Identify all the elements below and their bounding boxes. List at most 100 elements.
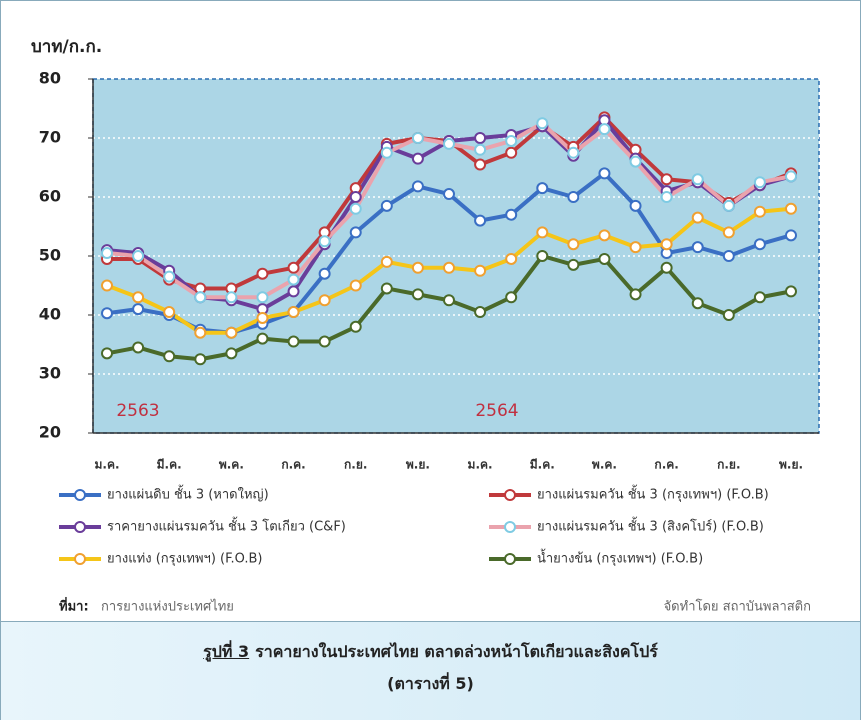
point [194, 326, 207, 339]
point [256, 311, 269, 324]
point [753, 238, 766, 251]
point [318, 294, 331, 307]
point [785, 170, 797, 183]
point [474, 264, 487, 277]
y-tick-label: 80 [39, 69, 61, 88]
point [474, 132, 487, 144]
point [443, 294, 455, 307]
point [287, 335, 300, 348]
legend-label: ยางแผ่นรมควัน ชั้น 3 (สิงคโปร์) (F.O.B) [537, 517, 764, 535]
point [163, 270, 176, 283]
y-axis-label: บาท/ก.ก. [31, 37, 102, 57]
point [380, 282, 393, 295]
point [660, 238, 673, 251]
x-tick-label: พ.ย. [406, 458, 430, 472]
point [101, 307, 113, 320]
y-tick-label: 60 [39, 187, 61, 206]
point [411, 180, 424, 193]
point [256, 291, 269, 304]
legend-label: ยางแท่ง (กรุงเทพฯ) (F.O.B) [107, 552, 262, 567]
legend-marker [74, 553, 86, 565]
credit: จัดทำโดย สถาบันพลาสติก [664, 599, 811, 615]
legend-marker [74, 521, 86, 533]
point [411, 132, 424, 144]
point [629, 199, 642, 212]
point [349, 226, 362, 239]
x-tick-label: พ.ย. [779, 458, 803, 472]
chart: บาท/ก.ก. ที่มา: การยางแห่งประเทศไทย จัดท… [31, 37, 820, 615]
point [598, 229, 611, 242]
legend-label: ยางแผ่นดิบ ชั้น 3 (หาดใหญ่) [107, 485, 269, 503]
x-tick-label: ม.ค. [94, 458, 119, 472]
point [101, 347, 113, 360]
point [536, 117, 549, 130]
point [598, 252, 611, 265]
point [598, 123, 611, 136]
point [785, 285, 797, 298]
point [567, 146, 580, 159]
point [380, 146, 393, 159]
point [505, 208, 518, 221]
x-tick-label: ก.ย. [344, 458, 367, 472]
point [474, 214, 487, 227]
point [567, 191, 580, 203]
point [411, 288, 424, 301]
point [536, 250, 549, 262]
point [722, 199, 735, 212]
y-tick-label: 70 [39, 128, 61, 147]
point [722, 226, 735, 239]
caption: รูปที่ 3 ราคายางในประเทศไทย ตลาดล่วงหน้าโ… [1, 621, 860, 720]
point [443, 188, 455, 201]
point [753, 291, 766, 304]
legend-marker [504, 489, 516, 501]
caption-line2: (ตารางที่ 5) [387, 674, 474, 693]
point [132, 341, 145, 354]
point [163, 306, 176, 319]
legend-marker [504, 521, 516, 533]
x-tick-label: พ.ค. [219, 458, 244, 472]
point [443, 261, 455, 274]
point [349, 279, 362, 292]
x-tick-label: ก.ย. [717, 458, 740, 472]
point [411, 152, 424, 165]
point [691, 241, 704, 254]
point [505, 134, 518, 147]
point [785, 229, 797, 242]
point [443, 137, 455, 150]
point [753, 176, 766, 189]
year-annotation: 2564 [475, 401, 518, 421]
point [505, 252, 518, 265]
point [349, 191, 362, 203]
point [380, 199, 393, 212]
legend-label: น้ำยางข้น (กรุงเทพฯ) (F.O.B) [537, 549, 703, 567]
legend-marker [504, 553, 516, 565]
point [567, 238, 580, 251]
point [132, 303, 145, 316]
point [380, 255, 393, 268]
point [132, 250, 145, 262]
x-tick-label: ก.ค. [654, 458, 678, 472]
point [194, 291, 207, 304]
point [225, 347, 238, 360]
point [691, 173, 704, 186]
point [287, 261, 300, 274]
point [318, 235, 331, 248]
source-label: ที่มา: [59, 597, 89, 615]
y-tick-label: 20 [39, 423, 61, 442]
x-tick-label: มี.ค. [530, 458, 555, 472]
x-tick-label: ม.ค. [468, 458, 493, 472]
x-tick-label: ก.ค. [281, 458, 305, 472]
point [536, 226, 549, 239]
point [474, 306, 487, 319]
point [287, 285, 300, 298]
point [691, 297, 704, 310]
point [256, 332, 269, 345]
point [411, 261, 424, 274]
y-tick-label: 50 [39, 246, 61, 265]
point [194, 353, 207, 366]
point [225, 291, 238, 304]
legend-label: ยางแผ่นรมควัน ชั้น 3 (กรุงเทพฯ) (F.O.B) [537, 485, 769, 503]
point [163, 350, 176, 363]
x-tick-label: พ.ค. [592, 458, 617, 472]
